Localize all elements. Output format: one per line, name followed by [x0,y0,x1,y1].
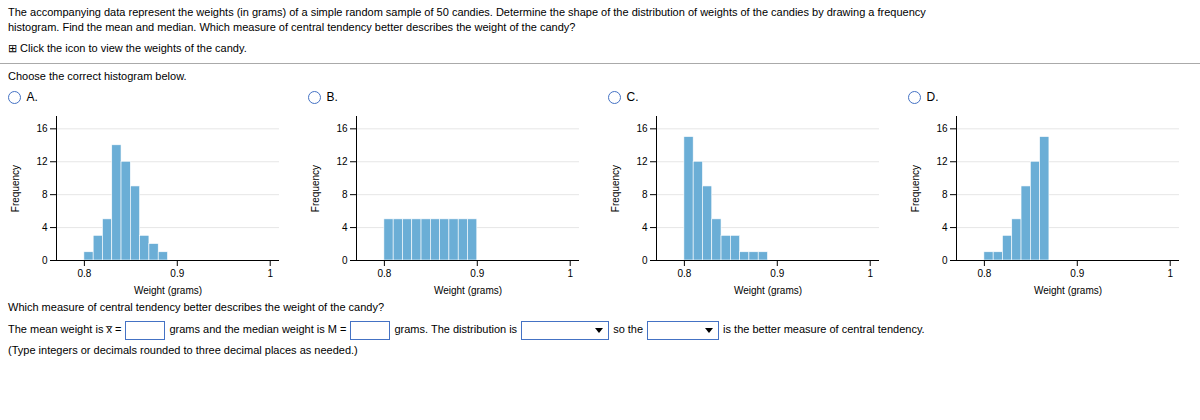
svg-text:Weight (grams): Weight (grams) [133,285,201,296]
html-text:histogram. Find the mean and m: histogram. Find the mean and median. Whi… [8,21,576,33]
html-text:so the: so the [613,323,644,335]
svg-text:16: 16 [936,123,948,134]
html-text:B.: B. [326,90,338,104]
svg-text:0.8: 0.8 [677,268,691,279]
svg-text:Weight (grams): Weight (grams) [1033,285,1101,296]
svg-text:12: 12 [936,156,948,167]
html-text:The mean weight is x̅ =: The mean weight is x̅ = [8,323,122,335]
svg-text:0.9: 0.9 [1070,268,1084,279]
svg-text:8: 8 [941,189,947,200]
svg-text:0.9: 0.9 [470,268,484,279]
html-text:Choose the correct histogram b: Choose the correct histogram below. [8,70,187,82]
svg-text:Frequency: Frequency [309,165,320,212]
svg-text:12: 12 [36,156,48,167]
svg-text:16: 16 [36,123,48,134]
svg-text:1: 1 [267,268,273,279]
html-text:C.: C. [626,90,639,104]
svg-text:8: 8 [41,189,47,200]
html-text:grams and the median weight is: grams and the median weight is M = [169,323,347,335]
svg-text:16: 16 [636,123,648,134]
svg-text:4: 4 [641,222,647,233]
svg-text:Weight (grams): Weight (grams) [733,285,801,296]
svg-text:Frequency: Frequency [909,165,920,212]
html-text:The accompanying data represen: The accompanying data represent the weig… [8,6,926,18]
html-text:(Type integers or decimals rou: (Type integers or decimals rounded to th… [8,344,358,356]
svg-text:8: 8 [641,189,647,200]
svg-text:16: 16 [336,123,348,134]
svg-text:8: 8 [341,189,347,200]
html-text:D.: D. [926,90,939,104]
svg-text:0.8: 0.8 [977,268,991,279]
svg-text:Frequency: Frequency [9,165,20,212]
svg-text:12: 12 [636,156,648,167]
svg-text:0: 0 [941,255,947,266]
svg-text:0: 0 [41,255,47,266]
svg-text:Frequency: Frequency [609,165,620,212]
svg-text:0.9: 0.9 [770,268,784,279]
svg-text:0: 0 [641,255,647,266]
svg-text:1: 1 [1167,268,1173,279]
svg-text:0: 0 [341,255,347,266]
svg-text:Weight (grams): Weight (grams) [433,285,501,296]
svg-text:1: 1 [867,268,873,279]
svg-text:0.8: 0.8 [377,268,391,279]
svg-text:4: 4 [41,222,47,233]
html-text:⊞ Click the icon to view the w: ⊞ Click the icon to view the weights of … [8,42,247,54]
svg-text:0.8: 0.8 [77,268,91,279]
html-text:is the better measure of centr: is the better measure of central tendenc… [723,323,925,335]
svg-text:1: 1 [567,268,573,279]
svg-text:12: 12 [336,156,348,167]
svg-text:4: 4 [341,222,347,233]
html-text:grams. The distribution is: grams. The distribution is [394,323,518,335]
html-text:A.: A. [26,90,38,104]
svg-text:0.9: 0.9 [170,268,184,279]
html-text:Which measure of central tende: Which measure of central tendency better… [8,301,384,313]
svg-text:4: 4 [941,222,947,233]
